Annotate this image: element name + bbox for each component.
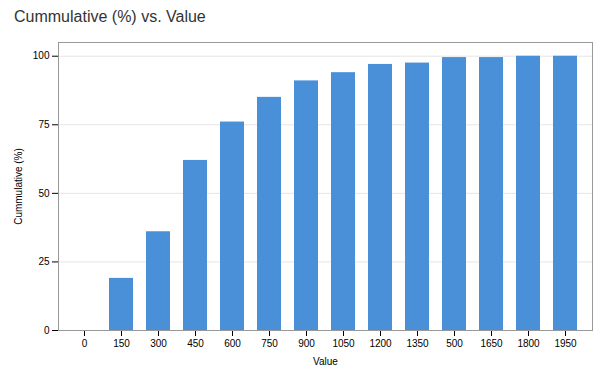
svg-text:0: 0 <box>44 325 50 336</box>
svg-text:1050: 1050 <box>332 338 355 349</box>
svg-text:1350: 1350 <box>406 338 429 349</box>
svg-text:100: 100 <box>33 50 50 61</box>
svg-text:25: 25 <box>38 256 50 267</box>
svg-text:1950: 1950 <box>554 338 577 349</box>
html-text:Cummulative (%) vs. Value: Cummulative (%) vs. Value <box>14 8 206 25</box>
svg-text:1800: 1800 <box>517 338 540 349</box>
svg-text:0: 0 <box>82 338 88 349</box>
svg-text:75: 75 <box>38 119 50 130</box>
svg-text:900: 900 <box>298 338 315 349</box>
svg-text:600: 600 <box>224 338 241 349</box>
svg-text:50: 50 <box>38 188 50 199</box>
svg-text:750: 750 <box>261 338 278 349</box>
svg-text:300: 300 <box>150 338 167 349</box>
svg-text:450: 450 <box>187 338 204 349</box>
svg-text:150: 150 <box>113 338 130 349</box>
svg-text:Cummulative (%): Cummulative (%) <box>13 148 24 225</box>
svg-text:1200: 1200 <box>369 338 392 349</box>
svg-text:Value: Value <box>313 356 338 367</box>
svg-text:500: 500 <box>446 338 463 349</box>
svg-text:1650: 1650 <box>480 338 503 349</box>
